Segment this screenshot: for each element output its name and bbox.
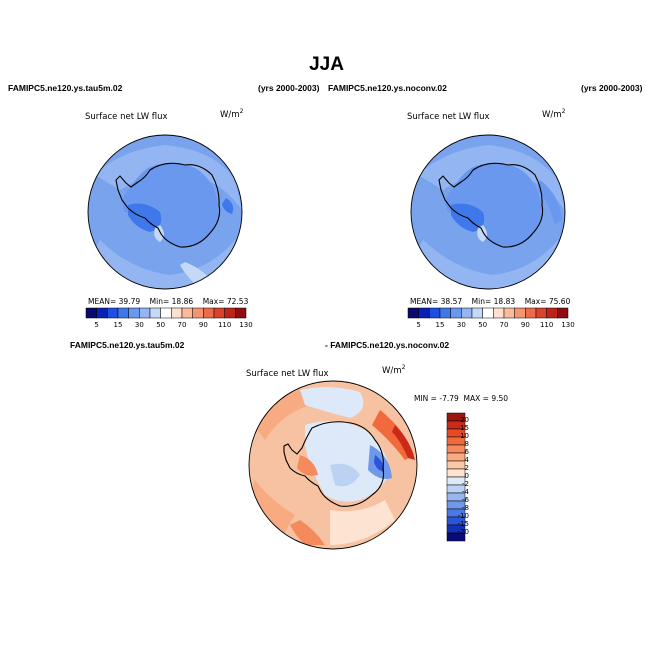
diff-colorbar-labels: 20 15 10 8 6 4 2 0 -2 -4 -6 -8 -10 -15 -20 (441, 413, 501, 543)
colorbar-tick-label: -4 (462, 488, 469, 496)
diff-case-b-label: - FAMIPC5.ne120.ys.noconv.02 (325, 340, 450, 350)
diff-variable: Surface net LW flux (246, 369, 329, 379)
colorbar-tick-label: 130 (239, 321, 253, 329)
colorbar-tick-label: 2 (464, 464, 469, 472)
panel2-case-label: FAMIPC5.ne120.ys.noconv.02 (328, 83, 447, 93)
panel1-case-label: FAMIPC5.ne120.ys.tau5m.02 (8, 83, 123, 93)
colorbar-tick-label: 130 (561, 321, 575, 329)
panel1-colorbar-labels: 5 15 30 50 70 90 110 130 (86, 321, 252, 331)
colorbar-tick-label: 50 (156, 321, 166, 329)
diff-colorbar (446, 412, 466, 542)
colorbar-tick-label: 70 (177, 321, 187, 329)
colorbar-tick-label: 110 (217, 321, 232, 329)
colorbar-tick-label: 20 (460, 416, 469, 424)
colorbar-tick-label: 90 (198, 321, 208, 329)
panel1-colorbar (85, 307, 247, 319)
colorbar-tick-label: 15 (435, 321, 445, 329)
colorbar-tick-label: 30 (456, 321, 466, 329)
panel2-colorbar (407, 307, 569, 319)
colorbar-tick-label: -20 (457, 528, 469, 536)
colorbar-tick-label: 30 (134, 321, 144, 329)
colorbar-swatch (446, 532, 466, 542)
colorbar-tick-label: -2 (462, 480, 469, 488)
colorbar-tick-label: 110 (539, 321, 554, 329)
colorbar-tick-label: -10 (457, 512, 469, 520)
colorbar-tick-label: 50 (478, 321, 488, 329)
colorbar-tick-label: -6 (462, 496, 469, 504)
page-title: JJA (309, 54, 344, 75)
colorbar-tick-label: -8 (462, 504, 469, 512)
diff-units: W/m2 (382, 364, 406, 376)
panel2-variable: Surface net LW flux (407, 112, 490, 122)
panel1-units: W/m2 (220, 108, 244, 120)
colorbar-tick-label: 10 (460, 432, 469, 440)
colorbar-tick-label: 6 (464, 448, 469, 456)
colorbar-tick-label: 15 (113, 321, 123, 329)
colorbar-tick-label: 15 (460, 424, 469, 432)
panel2-years-label: (yrs 2000-2003) (581, 83, 643, 93)
diff-minmax: MIN = -7.79 MAX = 9.50 (414, 394, 509, 403)
panel2-colorbar-labels: 5 15 30 50 70 90 110 130 (408, 321, 574, 331)
colorbar-swatch (235, 307, 247, 319)
colorbar-tick-label: 5 (416, 321, 421, 329)
colorbar-tick-label: -15 (457, 520, 469, 528)
diff-case-a-label: FAMIPC5.ne120.ys.tau5m.02 (70, 340, 185, 350)
panel1-stats: MEAN= 39.79 Min= 18.86 Max= 72.53 (88, 297, 249, 306)
colorbar-tick-label: 5 (94, 321, 99, 329)
colorbar-tick-label: 0 (464, 472, 469, 480)
colorbar-swatch (557, 307, 569, 319)
panel2-stats: MEAN= 38.57 Min= 18.83 Max= 75.60 (410, 297, 571, 306)
colorbar-tick-label: 8 (464, 440, 469, 448)
panel2-units: W/m2 (542, 108, 566, 120)
colorbar-tick-label: 90 (520, 321, 530, 329)
panel1-variable: Surface net LW flux (85, 112, 168, 122)
panel1-years-label: (yrs 2000-2003) (258, 83, 320, 93)
colorbar-tick-label: 4 (464, 456, 469, 464)
colorbar-tick-label: 70 (499, 321, 509, 329)
